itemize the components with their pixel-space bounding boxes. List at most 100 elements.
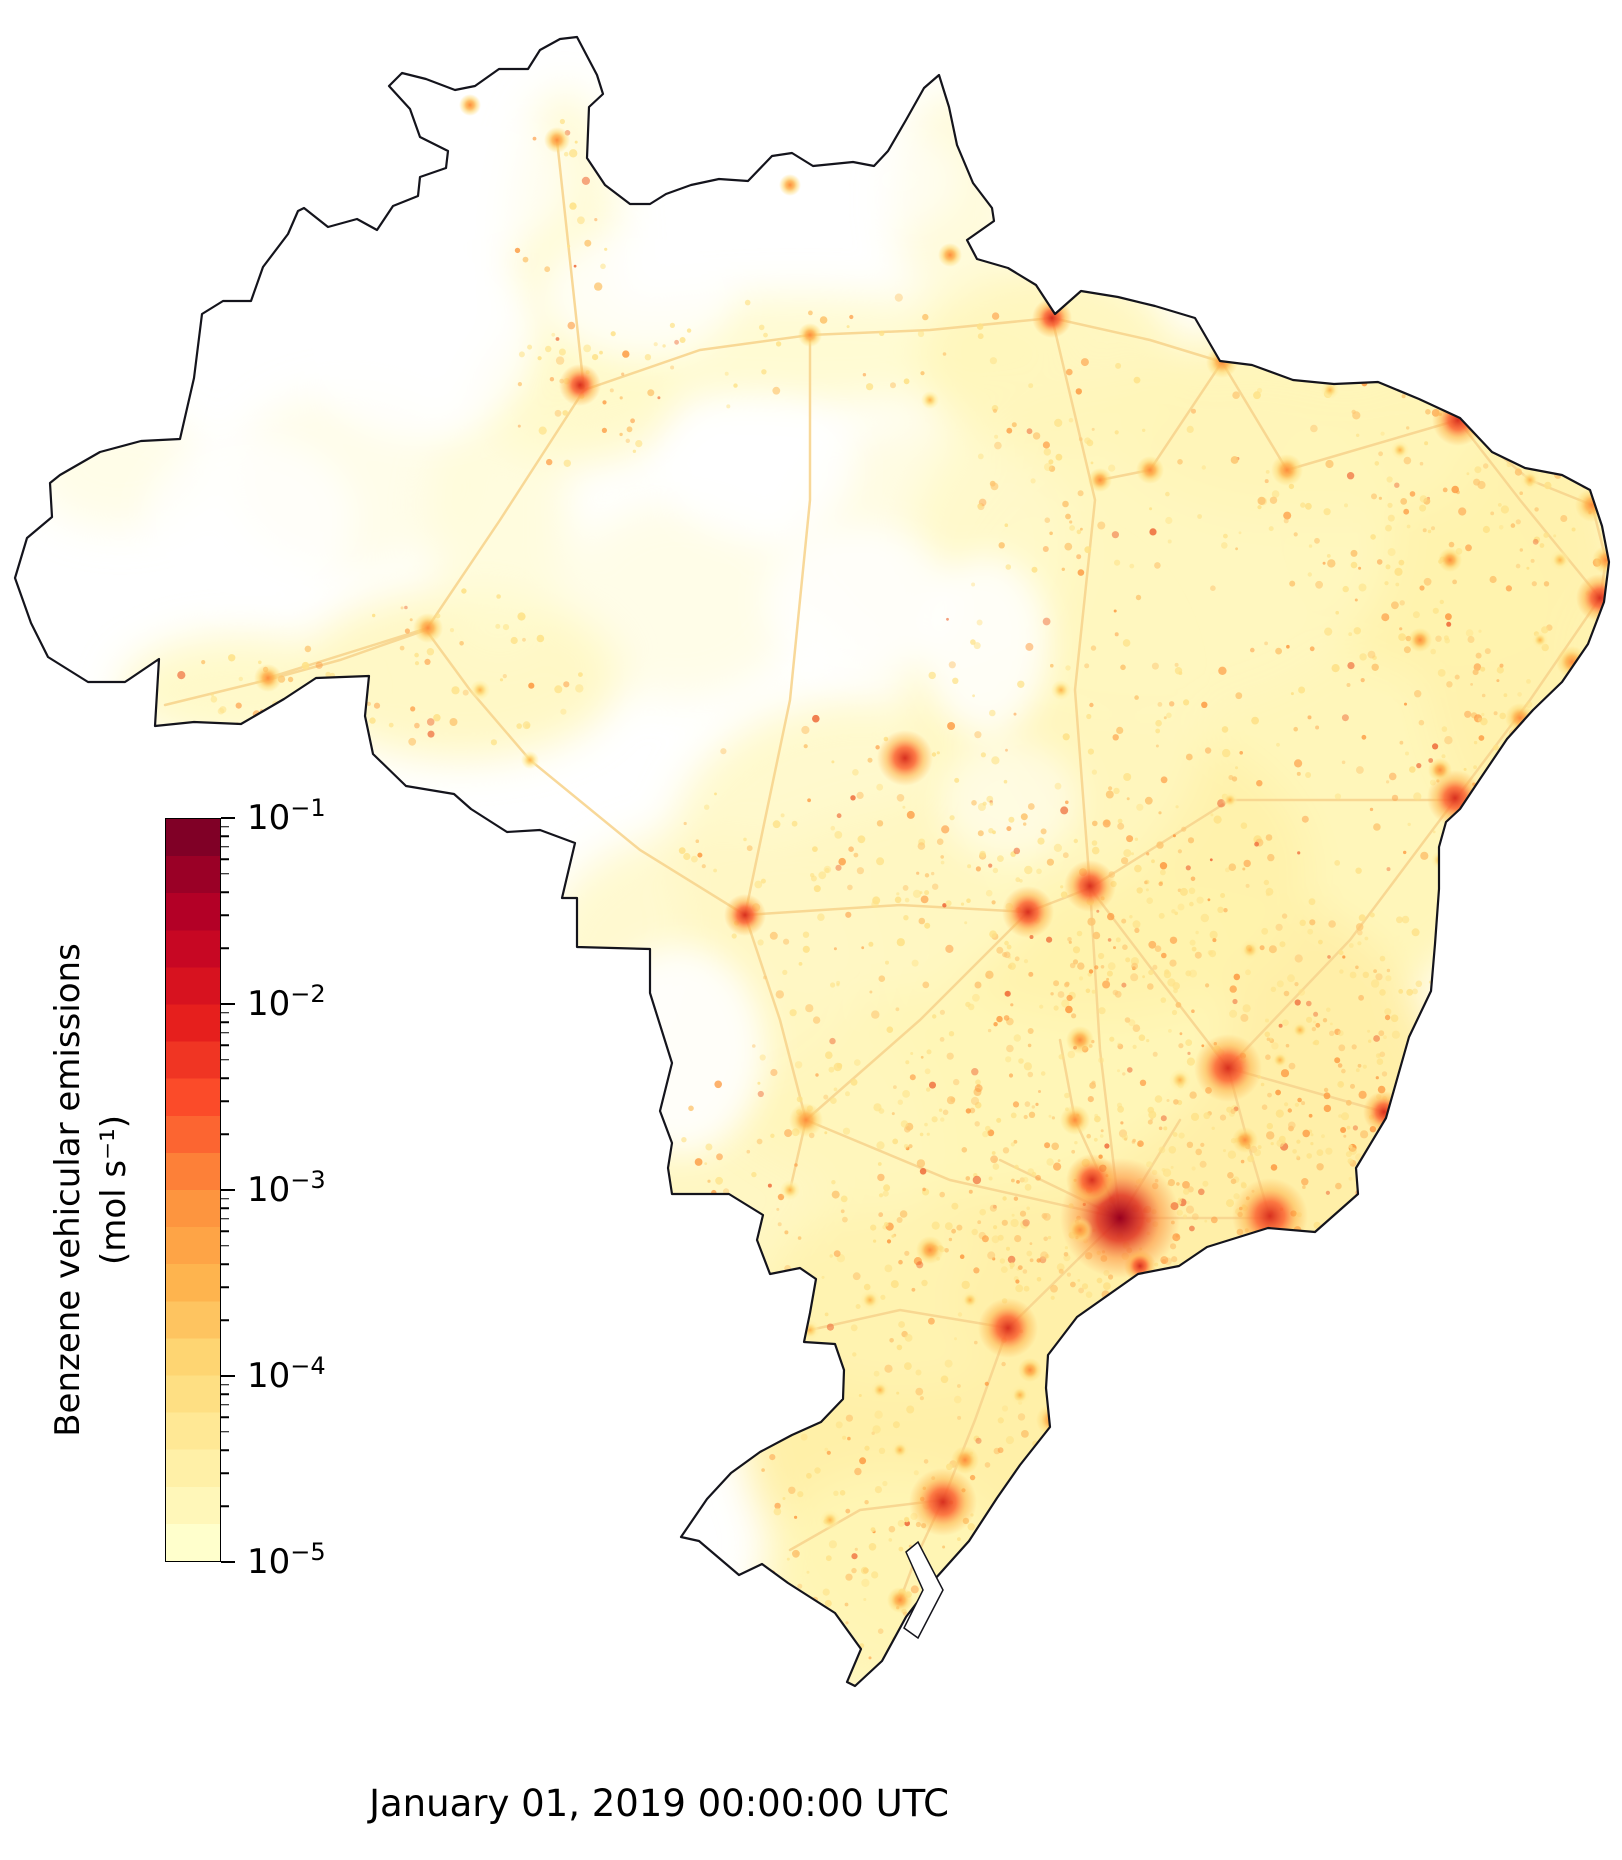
city-hotspot bbox=[1036, 1404, 1068, 1436]
emission-speckle bbox=[775, 990, 784, 999]
emission-speckle bbox=[1341, 1112, 1349, 1121]
emission-speckle bbox=[1069, 962, 1076, 969]
emission-speckle bbox=[1036, 868, 1042, 875]
emission-speckle bbox=[1167, 539, 1172, 544]
emission-speckle bbox=[1107, 912, 1115, 921]
colorbar-minor-tick bbox=[221, 825, 229, 828]
emission-speckle bbox=[1296, 1139, 1301, 1144]
emission-speckle bbox=[744, 299, 751, 306]
emission-speckle bbox=[528, 682, 535, 689]
emission-speckle bbox=[1263, 879, 1270, 886]
emission-speckle bbox=[1115, 362, 1122, 369]
emission-speckle bbox=[1055, 453, 1063, 461]
emission-speckle bbox=[1037, 837, 1045, 845]
tick-exponent: −1 bbox=[290, 793, 326, 822]
emission-speckle bbox=[783, 938, 790, 945]
emission-speckle bbox=[876, 1141, 885, 1150]
emission-speckle bbox=[1095, 1534, 1100, 1538]
emission-speckle bbox=[1312, 1041, 1317, 1045]
city-hotspot bbox=[860, 1290, 880, 1310]
emission-speckle bbox=[1242, 867, 1246, 871]
emission-speckle bbox=[746, 845, 753, 852]
emission-speckle bbox=[1308, 898, 1316, 906]
emission-speckle bbox=[898, 1546, 904, 1552]
emission-speckle bbox=[847, 884, 853, 891]
emission-speckle bbox=[896, 938, 905, 947]
emission-speckle bbox=[267, 710, 272, 715]
emission-speckle bbox=[683, 821, 687, 826]
emission-speckle bbox=[1098, 1057, 1104, 1064]
emission-speckle bbox=[715, 1176, 723, 1185]
emission-speckle bbox=[1042, 441, 1050, 449]
emission-speckle bbox=[1117, 1042, 1121, 1047]
emission-speckle bbox=[1065, 800, 1069, 805]
emission-speckle bbox=[812, 1645, 821, 1655]
emission-speckle bbox=[1091, 840, 1098, 846]
colorbar-minor-tick bbox=[221, 1133, 229, 1135]
emission-speckle bbox=[869, 990, 873, 994]
emission-speckle bbox=[1543, 581, 1550, 587]
emission-speckle bbox=[804, 1284, 812, 1291]
emission-speckle bbox=[824, 1131, 828, 1135]
emission-speckle bbox=[1111, 1300, 1117, 1307]
emission-speckle bbox=[877, 1162, 882, 1166]
emission-speckle bbox=[831, 1190, 840, 1199]
emission-speckle bbox=[1076, 1332, 1080, 1336]
city-hotspot bbox=[961, 1291, 979, 1309]
emission-speckle bbox=[985, 970, 994, 979]
emission-speckle bbox=[1352, 411, 1361, 420]
emission-speckle bbox=[1010, 1112, 1017, 1119]
emission-speckle bbox=[991, 1151, 996, 1155]
emission-speckle bbox=[1338, 950, 1344, 956]
emission-speckle bbox=[916, 1159, 926, 1168]
emission-speckle bbox=[1325, 459, 1334, 469]
emission-speckle bbox=[1419, 461, 1424, 466]
emission-speckle bbox=[1316, 1163, 1324, 1171]
emission-speckle bbox=[900, 1664, 905, 1669]
emission-speckle bbox=[1283, 518, 1289, 524]
emission-speckle bbox=[801, 1308, 807, 1314]
emission-speckle bbox=[1391, 1030, 1400, 1039]
emission-speckle bbox=[952, 677, 959, 684]
emission-speckle bbox=[845, 1508, 851, 1514]
emission-speckle bbox=[1165, 491, 1170, 497]
emission-speckle bbox=[1325, 1147, 1333, 1155]
emission-speckle bbox=[908, 1144, 913, 1149]
emission-speckle bbox=[796, 1096, 803, 1103]
emission-speckle bbox=[857, 835, 866, 844]
emission-speckle bbox=[584, 239, 592, 247]
emission-speckle bbox=[1387, 1148, 1396, 1156]
emission-speckle bbox=[1122, 944, 1128, 950]
city-hotspot bbox=[1240, 940, 1260, 960]
emission-speckle bbox=[1352, 1125, 1358, 1131]
emission-speckle bbox=[1298, 988, 1306, 996]
emission-speckle bbox=[1348, 632, 1353, 637]
emission-region bbox=[120, 635, 360, 745]
emission-speckle bbox=[1315, 580, 1323, 589]
emission-speckle bbox=[909, 1074, 916, 1081]
emission-speckle bbox=[855, 1304, 861, 1309]
city-hotspot bbox=[1363, 1091, 1405, 1133]
emission-speckle bbox=[1077, 490, 1084, 497]
emission-speckle bbox=[674, 1220, 682, 1228]
emission-speckle bbox=[1284, 1102, 1289, 1107]
emission-speckle bbox=[1416, 763, 1422, 769]
emission-speckle bbox=[743, 1215, 751, 1223]
emission-speckle bbox=[1445, 904, 1454, 913]
emission-speckle bbox=[1062, 733, 1070, 741]
emission-speckle bbox=[1196, 896, 1204, 904]
emission-speckle bbox=[1136, 887, 1143, 894]
emission-speckle bbox=[1514, 468, 1522, 476]
emission-speckle bbox=[1040, 1071, 1046, 1076]
emission-speckle bbox=[1158, 912, 1165, 919]
emission-speckle bbox=[146, 674, 151, 680]
emission-speckle bbox=[1418, 1141, 1423, 1146]
emission-speckle bbox=[1495, 825, 1503, 833]
emission-speckle bbox=[922, 981, 930, 989]
emission-speckle bbox=[982, 1130, 989, 1138]
emission-speckle bbox=[1371, 663, 1379, 671]
emission-speckle bbox=[1259, 945, 1265, 951]
emission-speckle bbox=[842, 1127, 851, 1135]
emission-speckle bbox=[1005, 748, 1008, 752]
city-hotspot bbox=[916, 1236, 944, 1264]
